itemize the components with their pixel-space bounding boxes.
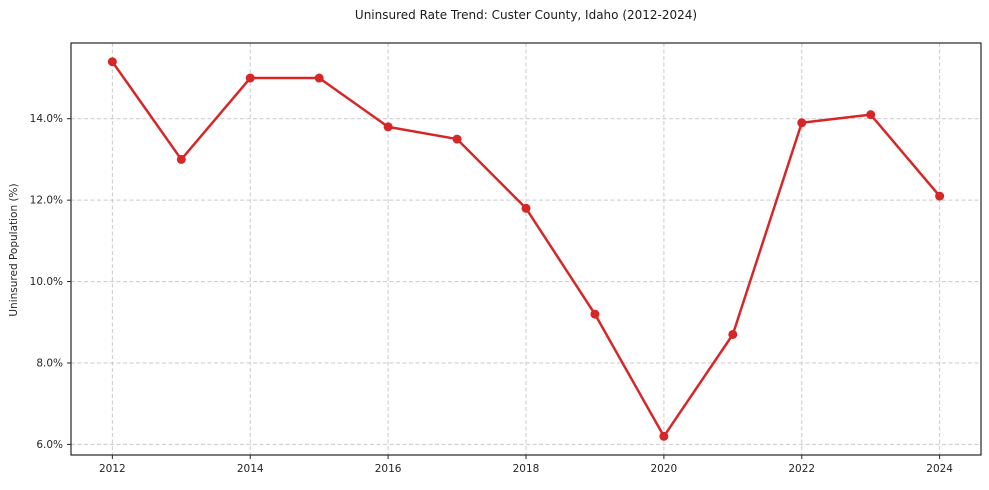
y-tick-label: 6.0% <box>36 439 63 451</box>
x-tick-label: 2018 <box>513 463 540 475</box>
chart-title: Uninsured Rate Trend: Custer County, Ida… <box>354 8 698 22</box>
data-point-2015 <box>314 73 324 83</box>
x-tick-label: 2014 <box>237 463 264 475</box>
y-tick-label: 10.0% <box>30 276 63 288</box>
data-point-2024 <box>935 191 945 201</box>
x-tick-label: 2016 <box>375 463 402 475</box>
data-point-2022 <box>797 118 807 128</box>
data-point-2016 <box>383 122 393 132</box>
y-tick-label: 8.0% <box>36 357 63 369</box>
data-point-2019 <box>590 309 600 319</box>
data-point-2013 <box>176 154 186 164</box>
plot-frame <box>70 42 982 456</box>
data-point-2023 <box>866 110 876 120</box>
x-tick-label: 2024 <box>926 463 953 475</box>
data-point-2014 <box>245 73 255 83</box>
data-point-2018 <box>521 203 531 213</box>
data-point-2021 <box>728 329 738 339</box>
y-tick-label: 14.0% <box>30 113 63 125</box>
data-point-2020 <box>659 431 669 441</box>
x-tick-label: 2012 <box>99 463 126 475</box>
data-point-2017 <box>452 134 462 144</box>
x-tick-label: 2020 <box>651 463 678 475</box>
data-point-2012 <box>107 57 117 67</box>
x-tick-label: 2022 <box>788 463 815 475</box>
y-tick-label: 12.0% <box>30 195 63 207</box>
